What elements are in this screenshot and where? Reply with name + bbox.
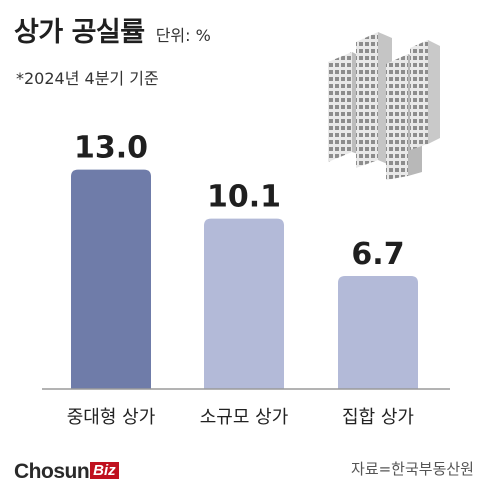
data-label: 6.7 [351,237,404,272]
source-credit: 자료=한국부동산원 [351,460,474,478]
bar [338,275,418,389]
logo-main-text: Chosun [14,460,90,483]
bar [71,169,151,389]
chart-title: 상가 공실률 [14,17,145,48]
data-label: 13.0 [74,131,148,166]
office-buildings-icon [328,32,440,180]
category-label: 소규모 상가 [200,407,289,428]
data-label: 10.1 [207,180,281,215]
chosunbiz-logo: Chosun Biz [14,460,119,484]
category-label: 집합 상가 [342,407,414,428]
unit-label: 단위: % [155,26,211,45]
title-row: 상가 공실률 단위: % [14,10,211,49]
category-label: 중대형 상가 [67,407,156,428]
reference-note: *2024년 4분기 기준 [16,69,159,88]
bar [204,218,284,389]
logo-accent-text: Biz [90,462,119,479]
